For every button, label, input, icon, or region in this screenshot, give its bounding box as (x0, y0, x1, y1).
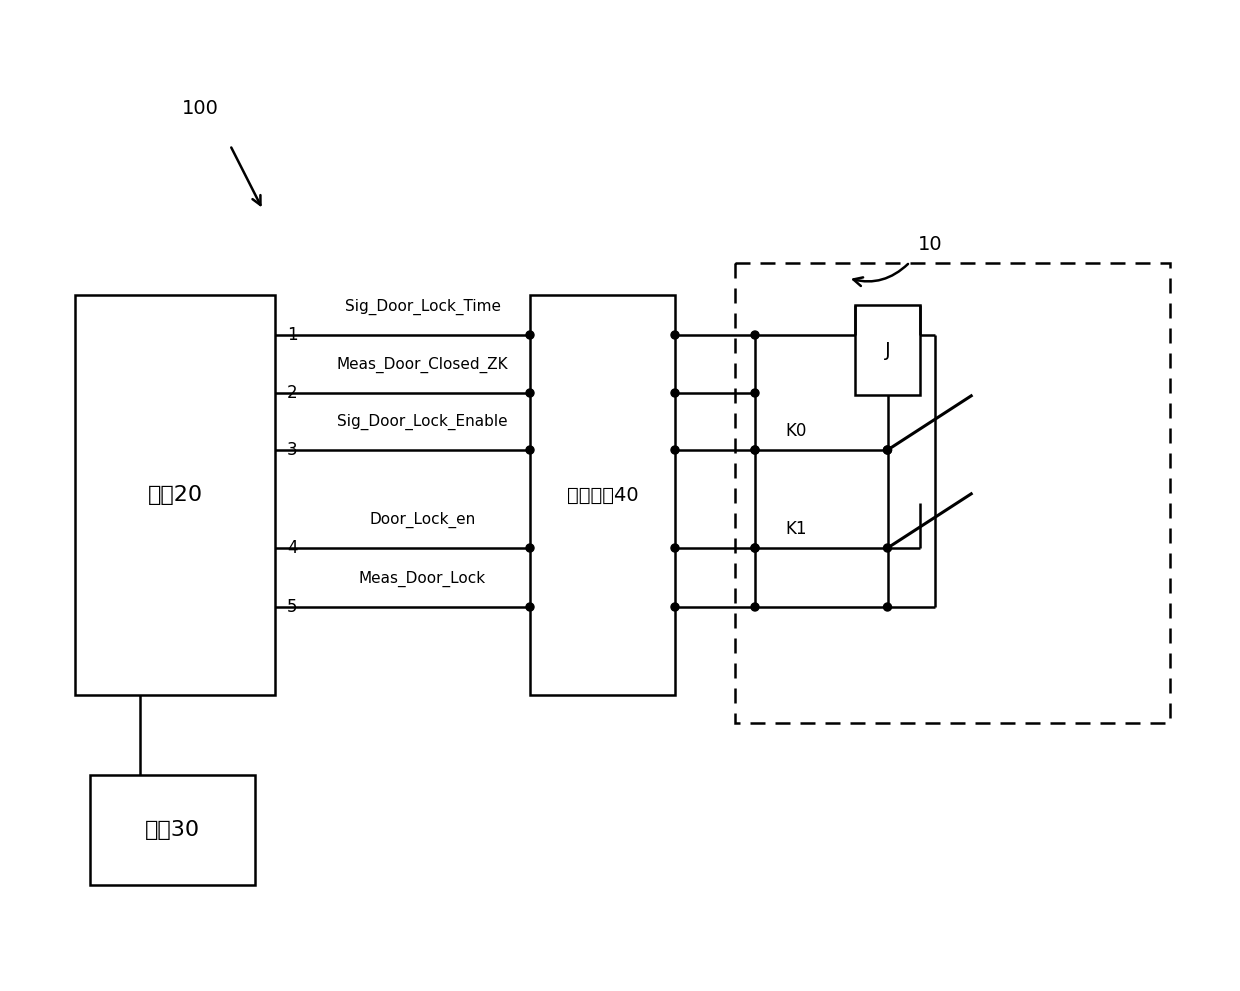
Circle shape (671, 544, 680, 552)
Text: Sig_Door_Lock_Enable: Sig_Door_Lock_Enable (337, 414, 508, 430)
Text: 4: 4 (286, 539, 298, 557)
Circle shape (671, 389, 680, 397)
Circle shape (671, 331, 680, 339)
Circle shape (526, 446, 534, 454)
Circle shape (883, 603, 892, 611)
Bar (856, 305, 920, 395)
Text: Door_Lock_en: Door_Lock_en (370, 511, 476, 528)
Circle shape (883, 446, 892, 454)
Circle shape (526, 331, 534, 339)
Text: 3: 3 (286, 441, 298, 459)
Text: K0: K0 (785, 422, 806, 440)
Circle shape (751, 544, 759, 552)
Text: 10: 10 (918, 236, 942, 255)
Text: 自棈电路40: 自棈电路40 (567, 486, 639, 504)
Circle shape (751, 331, 759, 339)
Circle shape (883, 446, 892, 454)
Bar (735, 263, 1171, 723)
Bar (91, 775, 255, 885)
Bar (529, 295, 675, 695)
Text: 控制20: 控制20 (148, 485, 202, 505)
Circle shape (751, 603, 759, 611)
Circle shape (751, 446, 759, 454)
Text: 100: 100 (181, 98, 218, 118)
Text: Meas_Door_Closed_ZK: Meas_Door_Closed_ZK (337, 357, 508, 373)
Circle shape (883, 544, 892, 552)
Circle shape (671, 603, 680, 611)
Circle shape (526, 544, 534, 552)
Text: Sig_Door_Lock_Time: Sig_Door_Lock_Time (345, 299, 501, 315)
Text: 1: 1 (286, 326, 298, 344)
Circle shape (751, 446, 759, 454)
Circle shape (751, 544, 759, 552)
Text: 2: 2 (286, 384, 298, 402)
Circle shape (751, 389, 759, 397)
Text: J: J (884, 341, 890, 360)
Text: 电渰30: 电渰30 (145, 820, 200, 840)
Text: 5: 5 (286, 598, 298, 616)
Circle shape (526, 389, 534, 397)
Circle shape (526, 603, 534, 611)
Text: K1: K1 (785, 520, 806, 538)
Text: Meas_Door_Lock: Meas_Door_Lock (358, 571, 486, 587)
Bar (74, 295, 275, 695)
Circle shape (671, 446, 680, 454)
